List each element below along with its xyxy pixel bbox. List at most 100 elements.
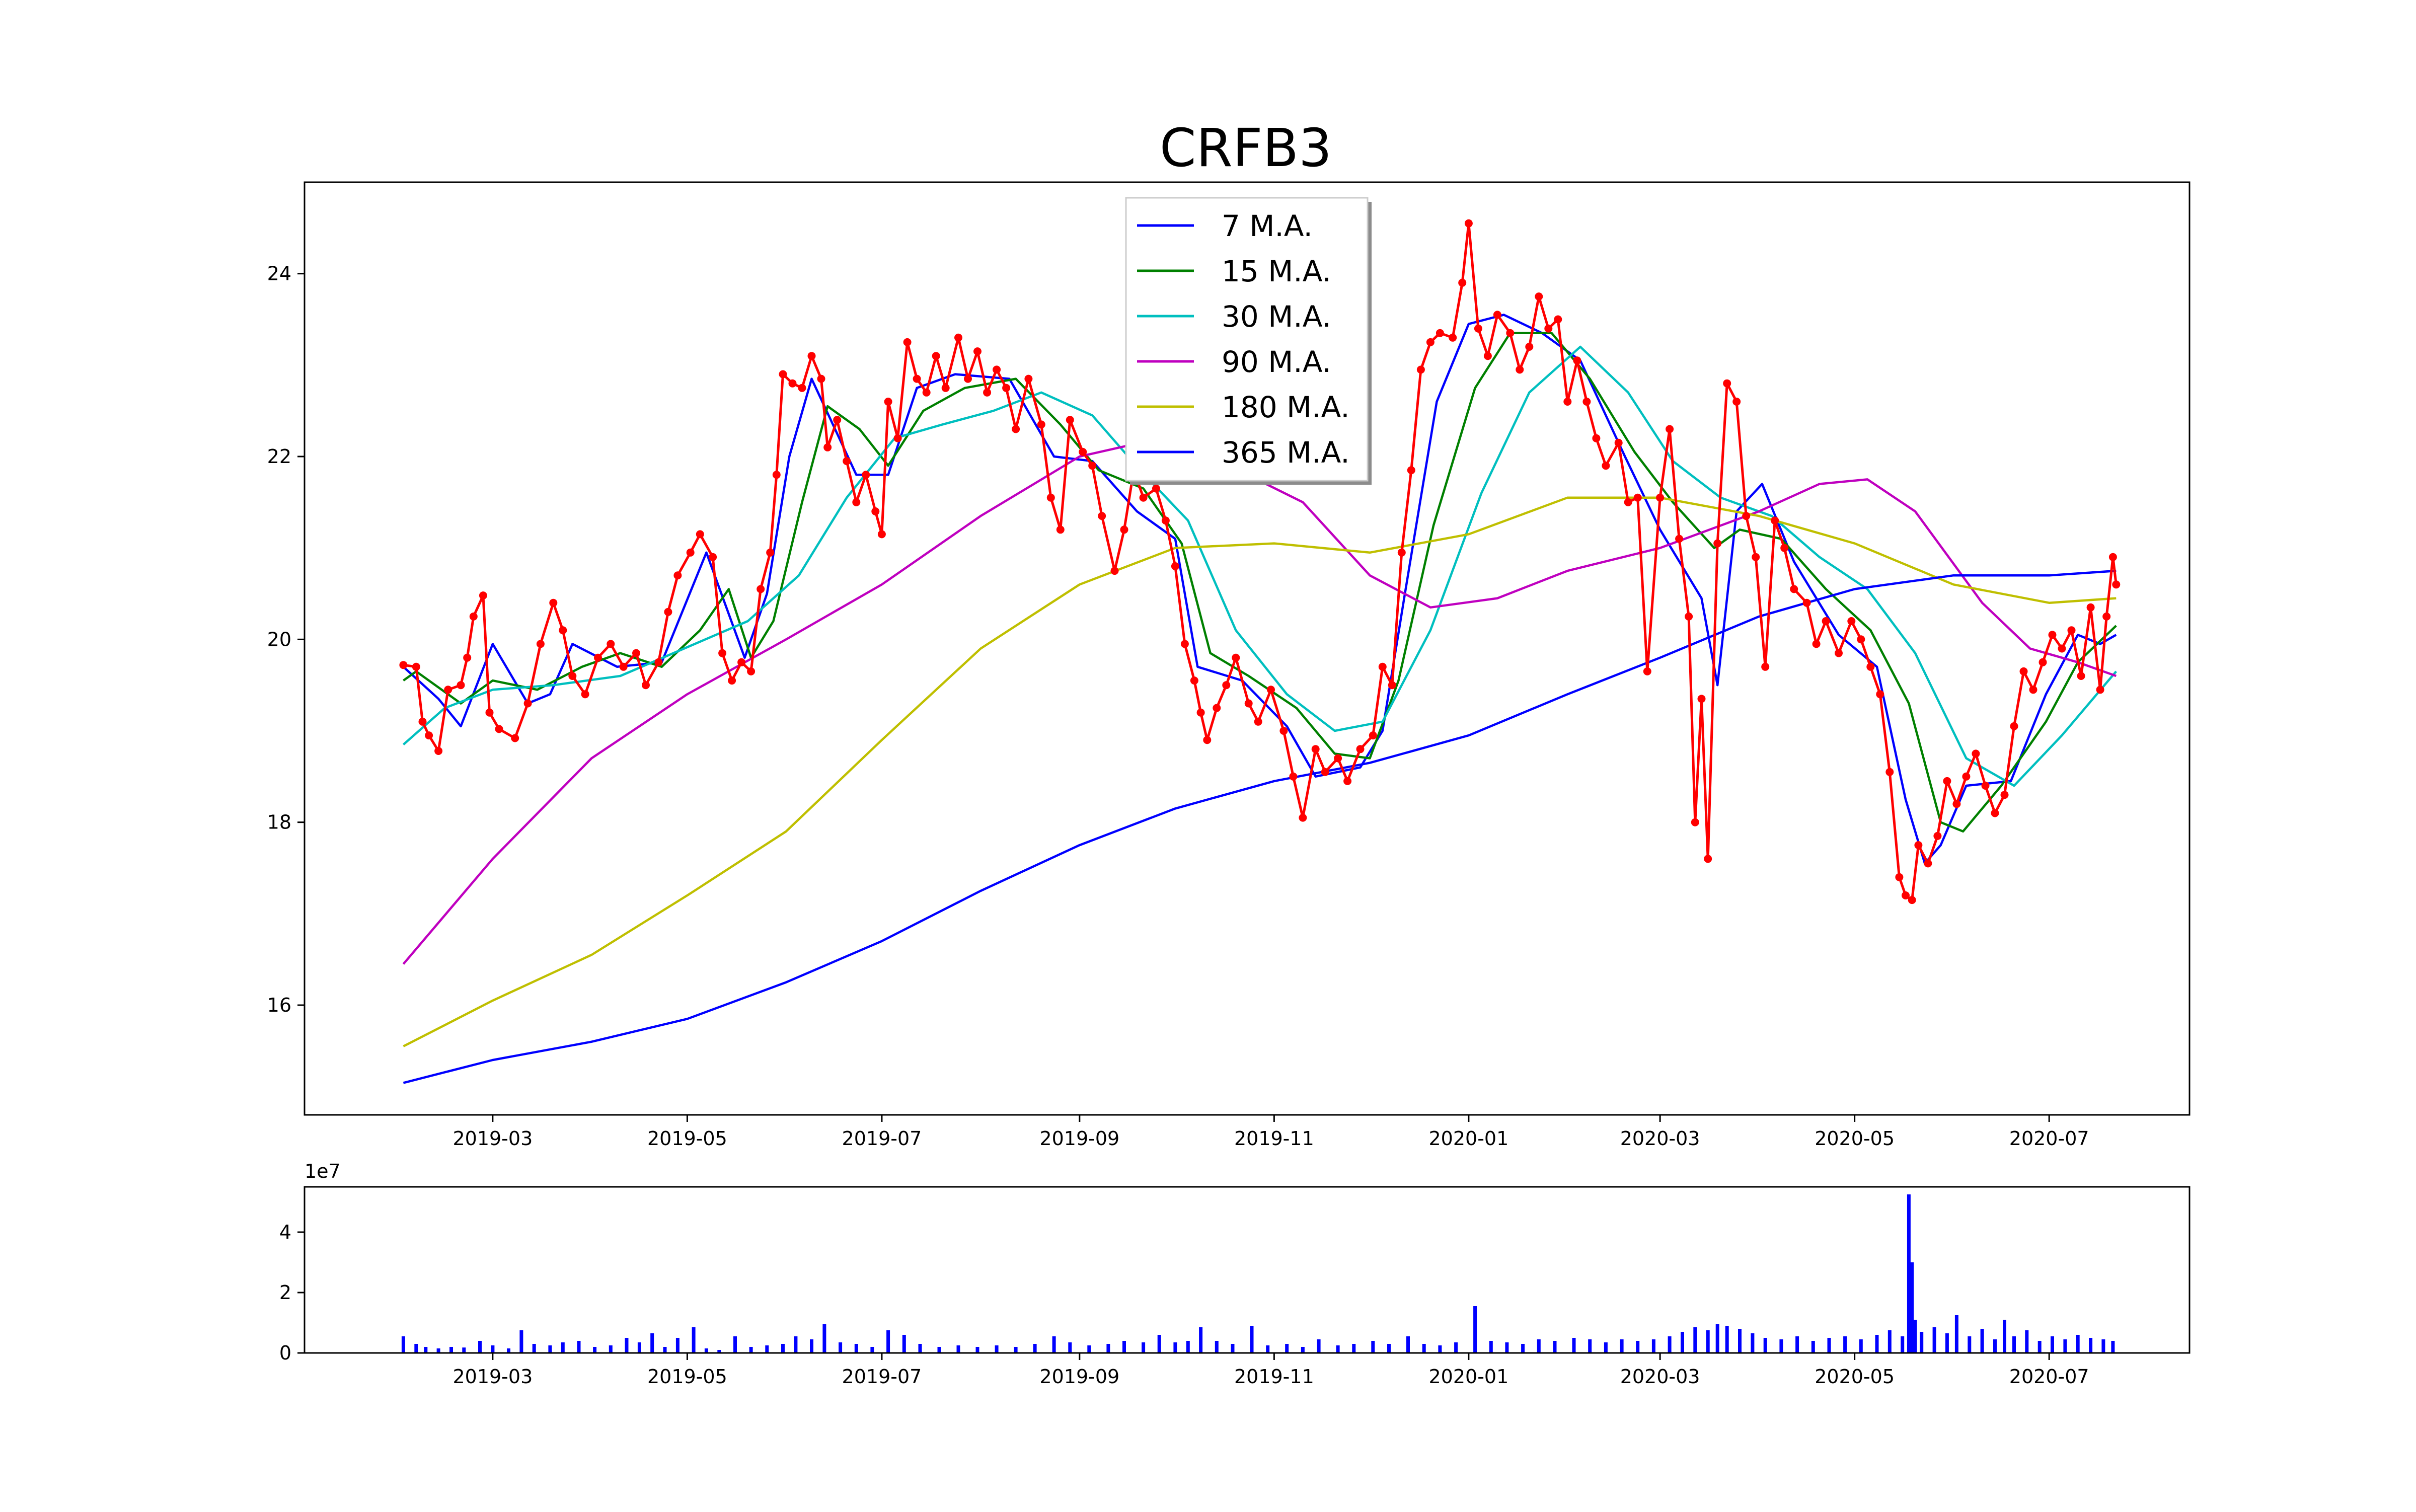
price-point — [1139, 493, 1148, 502]
price-point — [1924, 859, 1932, 868]
price-point — [1311, 745, 1320, 753]
price-point — [1321, 768, 1329, 776]
price-point — [1190, 676, 1198, 685]
price-x-tick-label: 2019-09 — [1039, 1127, 1119, 1150]
volume-bar — [2012, 1336, 2016, 1353]
volume-bar — [1795, 1336, 1799, 1353]
volume-bar — [692, 1327, 696, 1353]
volume-bar — [839, 1342, 843, 1353]
volume-bar — [781, 1344, 785, 1353]
volume-bar — [637, 1342, 641, 1353]
volume-bar — [532, 1344, 536, 1353]
volume-bar — [1706, 1330, 1710, 1353]
price-x-tick-label: 2020-07 — [2009, 1127, 2089, 1150]
price-point — [1464, 219, 1473, 228]
volume-bar — [1406, 1336, 1410, 1353]
price-point — [747, 667, 756, 675]
price-point — [425, 731, 433, 740]
price-point — [1088, 462, 1097, 470]
price-point — [1582, 398, 1591, 406]
price-point — [1012, 425, 1020, 433]
volume-bar — [1505, 1342, 1509, 1353]
volume-bar — [1920, 1332, 1924, 1353]
price-point — [434, 747, 443, 755]
volume-bar — [1473, 1306, 1477, 1353]
price-point — [1196, 708, 1205, 717]
price-panel: 2019-03 2019-05 2019-07 2019-09 2019-11 2020-… — [267, 181, 2191, 1150]
volume-bar — [854, 1344, 858, 1353]
ma-line-7 — [402, 314, 2117, 865]
volume-bar — [1693, 1327, 1697, 1353]
legend-label: 180 M.A. — [1222, 390, 1350, 424]
price-point — [399, 661, 408, 669]
price-point — [2096, 686, 2104, 694]
price-point — [511, 734, 519, 742]
volume-bar — [1231, 1344, 1235, 1353]
price-point — [1857, 635, 1865, 644]
price-point — [581, 690, 589, 699]
price-point — [1771, 516, 1779, 525]
price-point — [469, 612, 478, 621]
price-point — [642, 681, 650, 690]
price-point — [1493, 311, 1501, 319]
price-y-tick-label: 24 — [267, 263, 291, 285]
price-point — [1902, 891, 1910, 899]
price-x-tick-label: 2019-07 — [842, 1127, 922, 1150]
price-point — [983, 388, 992, 397]
volume-bar — [794, 1336, 798, 1353]
price-point — [1624, 498, 1632, 506]
price-point — [893, 434, 902, 442]
price-point — [913, 374, 921, 383]
price-point — [1656, 493, 1665, 502]
price-point — [1933, 831, 1942, 840]
price-point — [1885, 768, 1894, 776]
price-point — [877, 530, 886, 539]
price-point — [1704, 855, 1712, 863]
volume-scale-label: 1e7 — [305, 1160, 341, 1182]
price-point — [1244, 699, 1253, 708]
legend: 7 M.A. 15 M.A. 30 M.A. 90 M.A. 180 M.A. 365 M… — [1125, 197, 1372, 485]
price-point — [1602, 462, 1610, 470]
price-point — [1356, 745, 1365, 753]
volume-bar — [1301, 1347, 1305, 1353]
price-point — [1952, 800, 1961, 808]
volume-bar — [975, 1347, 979, 1353]
legend-label: 30 M.A. — [1222, 299, 1331, 334]
volume-bar — [2111, 1341, 2115, 1353]
volume-bar — [2037, 1341, 2042, 1353]
price-point — [1525, 343, 1534, 351]
volume-bar — [491, 1345, 495, 1353]
price-point — [1056, 525, 1065, 534]
volume-bar — [462, 1347, 466, 1353]
volume-bar — [1087, 1345, 1091, 1353]
volume-bar — [675, 1338, 680, 1353]
price-point — [1895, 873, 1904, 881]
volume-bar — [650, 1333, 654, 1353]
price-point — [594, 653, 602, 662]
price-point — [766, 548, 775, 557]
volume-bar — [995, 1345, 999, 1353]
volume-bar — [1285, 1344, 1289, 1353]
price-x-tick-label: 2019-11 — [1234, 1127, 1314, 1150]
ma-line-30 — [402, 345, 2118, 787]
volume-bar — [1620, 1339, 1624, 1353]
price-point — [817, 374, 825, 383]
volume-bar — [1875, 1335, 1879, 1353]
price-point — [1563, 398, 1572, 406]
volume-bar — [663, 1347, 667, 1353]
legend-label: 15 M.A. — [1222, 254, 1331, 288]
volume-bar — [1681, 1332, 1684, 1353]
volume-bar — [401, 1336, 405, 1353]
price-point — [1079, 447, 1087, 456]
price-x-tick-label: 2020-01 — [1429, 1127, 1509, 1150]
price-point — [619, 662, 628, 671]
volume-bar — [1913, 1320, 1917, 1353]
volume-bar — [1186, 1341, 1190, 1353]
price-point — [696, 530, 704, 539]
volume-bar — [704, 1348, 708, 1353]
price-point — [444, 686, 452, 694]
volume-bar — [1725, 1326, 1729, 1353]
volume-bar — [1779, 1339, 1783, 1353]
price-point — [2086, 603, 2095, 612]
price-point — [1675, 535, 1684, 543]
